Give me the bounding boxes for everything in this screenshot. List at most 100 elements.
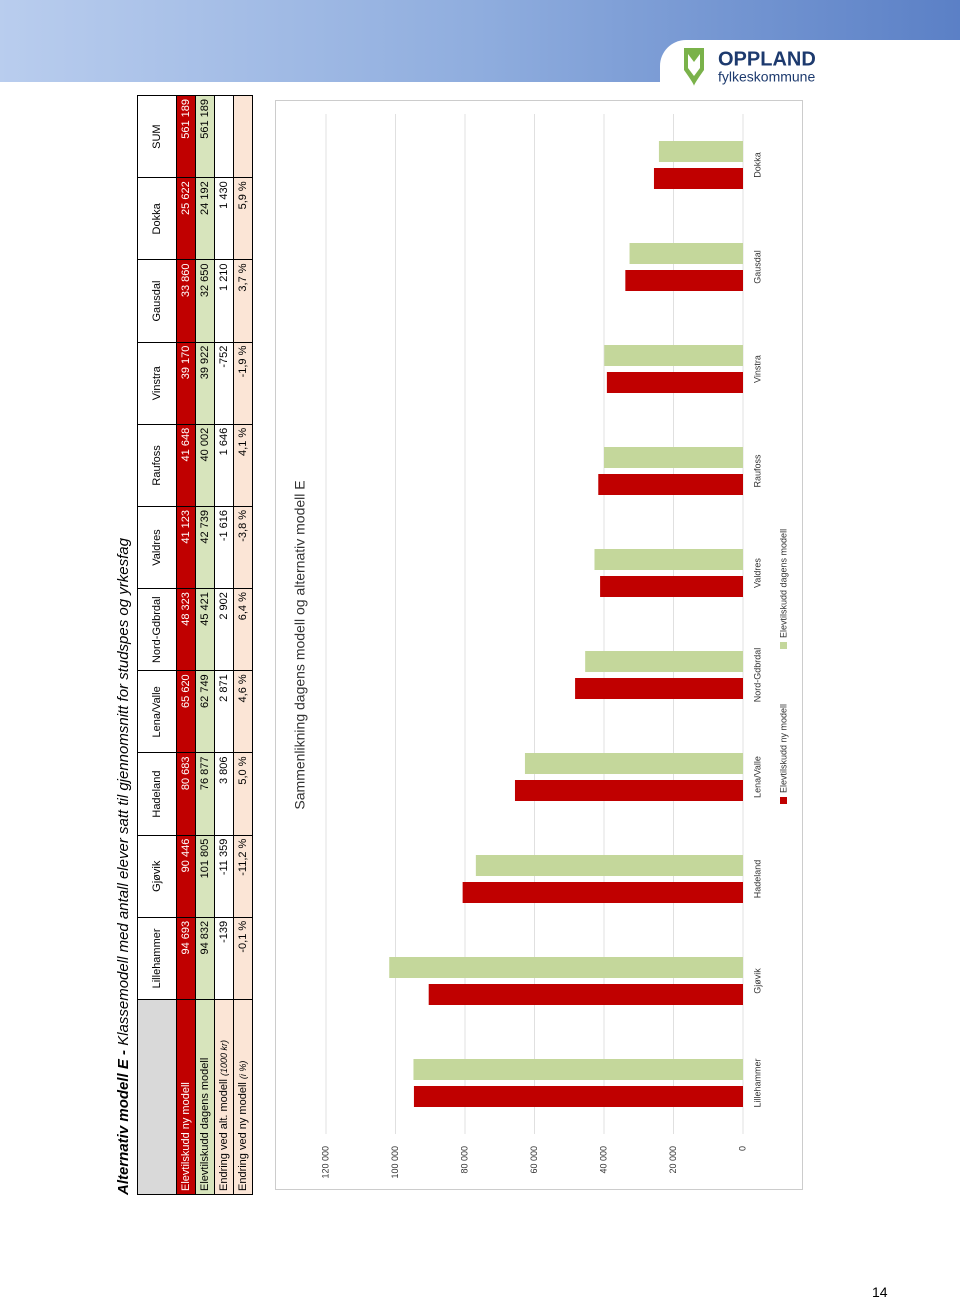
bar bbox=[389, 957, 743, 978]
cell: 62 749 bbox=[195, 670, 215, 753]
row-label-text: Endring ved ny modell bbox=[237, 1082, 249, 1191]
logo-emblem bbox=[688, 54, 700, 76]
row-label-unit: (1000 kr) bbox=[219, 1040, 229, 1077]
bar bbox=[653, 168, 744, 189]
bar bbox=[600, 576, 743, 597]
column-header: Nord-Gdbrdal bbox=[137, 588, 177, 671]
cell: -3,8 % bbox=[233, 506, 253, 589]
cell: -1,9 % bbox=[233, 342, 253, 425]
bar bbox=[413, 1086, 743, 1107]
cell: -0,1 % bbox=[233, 917, 253, 1000]
cell: 39 922 bbox=[195, 342, 215, 425]
cell: 5,9 % bbox=[233, 177, 253, 260]
y-tick-label: 20 000 bbox=[668, 1146, 678, 1174]
page-number: 14 bbox=[872, 1284, 888, 1300]
bar bbox=[625, 270, 743, 291]
legend-swatch bbox=[780, 642, 787, 649]
table-row: Endring ved ny modell (i %) -0,1 % -11,2 %… bbox=[233, 95, 253, 1195]
logo-mark: OPPLAND fylkeskommune bbox=[684, 48, 816, 86]
row-label: Elevtilskudd ny modell bbox=[176, 999, 196, 1195]
legend-label: Elevtilskudd ny modell bbox=[778, 704, 788, 793]
cell: 561 189 bbox=[176, 95, 196, 178]
bar bbox=[575, 678, 743, 699]
x-tick-label: Lillehammer bbox=[752, 1058, 762, 1107]
x-tick-label: Gjøvik bbox=[752, 968, 762, 994]
cell: 561 189 bbox=[195, 95, 215, 178]
cell: 5,0 % bbox=[233, 752, 253, 836]
row-label-text: Elevtilskudd dagens modell bbox=[199, 1057, 211, 1191]
cell: -1 616 bbox=[214, 506, 234, 589]
table-row: Endring ved alt. modell (1000 kr) -139 -11… bbox=[214, 95, 234, 1195]
y-tick-label: 40 000 bbox=[598, 1146, 608, 1174]
y-tick-label: 0 bbox=[737, 1146, 747, 1151]
cell: 1 430 bbox=[214, 177, 234, 260]
bar bbox=[462, 882, 743, 903]
row-label: Endring ved ny modell (i %) bbox=[233, 999, 253, 1195]
cell: 2 902 bbox=[214, 588, 234, 671]
x-tick-label: Nord-Gdbrdal bbox=[752, 648, 762, 703]
x-tick-label: Lena/Valle bbox=[752, 756, 762, 798]
cell: 94 693 bbox=[176, 917, 196, 1000]
heading-bold: Alternativ modell E - bbox=[115, 1045, 132, 1195]
heading: Alternativ modell E - Klassemodell med a… bbox=[115, 538, 132, 1195]
header-row: Lillehammer Gjøvik Hadeland Lena/Valle Nord-… bbox=[137, 95, 177, 1195]
column-header: Raufoss bbox=[137, 424, 177, 507]
legend-label: Elevtilskudd dagens modell bbox=[778, 529, 788, 638]
column-header: Lena/Valle bbox=[137, 670, 177, 753]
column-header: Valdres bbox=[137, 506, 177, 589]
cell: 3 806 bbox=[214, 752, 234, 836]
cell: 24 192 bbox=[195, 177, 215, 260]
column-header: Gausdal bbox=[137, 259, 177, 343]
bar bbox=[524, 753, 743, 774]
cell: 41 648 bbox=[176, 424, 196, 507]
cell: 3,7 % bbox=[233, 259, 253, 343]
row-label-unit: (i %) bbox=[238, 1060, 248, 1080]
chart-title: Sammenlikning dagens modell og alternati… bbox=[292, 480, 308, 809]
cell: 6,4 % bbox=[233, 588, 253, 671]
bar bbox=[413, 1059, 743, 1080]
bar bbox=[658, 141, 743, 162]
cell: 65 620 bbox=[176, 670, 196, 753]
cell: -11,2 % bbox=[233, 835, 253, 918]
bar bbox=[604, 345, 743, 366]
cell: 101 805 bbox=[195, 835, 215, 918]
column-header: Gjøvik bbox=[137, 835, 177, 918]
x-tick-label: Valdres bbox=[752, 558, 762, 588]
cell: 90 446 bbox=[176, 835, 196, 918]
column-header: Hadeland bbox=[137, 752, 177, 836]
cell: 48 323 bbox=[176, 588, 196, 671]
cell: -11 359 bbox=[214, 835, 234, 918]
logo-name: OPPLAND bbox=[718, 48, 816, 70]
row-label-text: Endring ved alt. modell bbox=[218, 1079, 230, 1191]
empty-cell bbox=[233, 95, 253, 178]
cell: 41 123 bbox=[176, 506, 196, 589]
bar bbox=[585, 651, 743, 672]
x-tick-label: Vinstra bbox=[752, 355, 762, 383]
empty-cell bbox=[214, 95, 234, 178]
logo-subtitle: fylkeskommune bbox=[718, 69, 815, 85]
cell: -752 bbox=[214, 342, 234, 425]
cell: 45 421 bbox=[195, 588, 215, 671]
column-header: Lillehammer bbox=[137, 917, 177, 1000]
table: Lillehammer Gjøvik Hadeland Lena/Valle Nord-… bbox=[137, 95, 253, 1195]
logo: OPPLAND fylkeskommune bbox=[660, 40, 960, 92]
row-label: Endring ved alt. modell (1000 kr) bbox=[214, 999, 234, 1195]
cell: 32 650 bbox=[195, 259, 215, 343]
corner-cell bbox=[137, 999, 177, 1195]
cell: 39 170 bbox=[176, 342, 196, 425]
cell: 2 871 bbox=[214, 670, 234, 753]
bar bbox=[594, 549, 743, 570]
table-row: Elevtilskudd ny modell 94 693 90 446 80 683… bbox=[176, 95, 196, 1195]
cell: 4,6 % bbox=[233, 670, 253, 753]
column-header: Vinstra bbox=[137, 342, 177, 425]
x-tick-label: Gausdal bbox=[752, 250, 762, 284]
cell: 1 210 bbox=[214, 259, 234, 343]
cell: 76 877 bbox=[195, 752, 215, 836]
rotated-content: Alternativ modell E - Klassemodell med a… bbox=[115, 90, 815, 1200]
cell: 25 622 bbox=[176, 177, 196, 260]
y-tick-label: 60 000 bbox=[529, 1146, 539, 1174]
legend-swatch bbox=[780, 797, 787, 804]
chart: Sammenlikning dagens modell og alternati… bbox=[275, 100, 803, 1190]
bar bbox=[514, 780, 743, 801]
